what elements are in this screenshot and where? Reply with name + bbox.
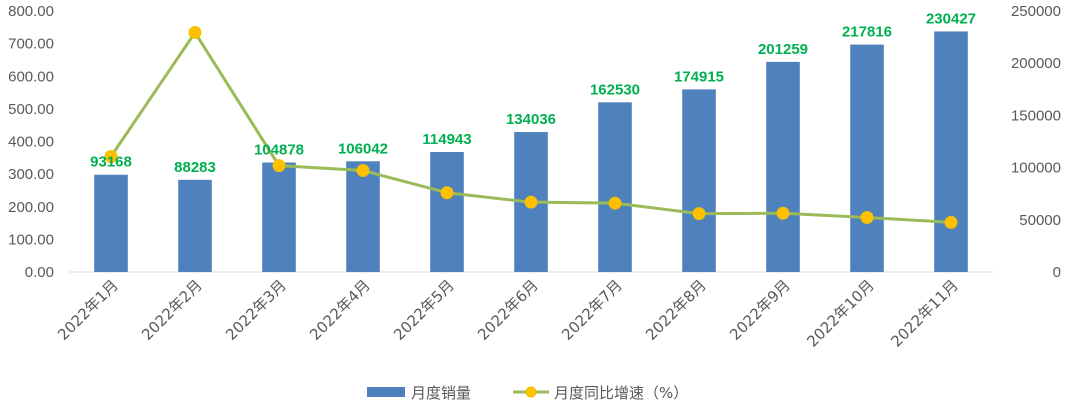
left-tick-label: 800.00 [8, 3, 54, 20]
left-tick-label: 400.00 [8, 134, 54, 151]
bar-data-label: 106042 [338, 140, 388, 157]
growth-point [776, 206, 790, 220]
right-tick-label: 100000 [1011, 160, 1061, 177]
bar-data-label: 201259 [758, 41, 808, 58]
bar-data-label: 93168 [90, 154, 132, 171]
growth-point [272, 159, 286, 173]
right-tick-label: 0 [1053, 264, 1061, 281]
growth-point [944, 215, 958, 229]
bar-data-label: 217816 [842, 24, 892, 41]
x-tick-label: 2022年7月 [558, 276, 626, 344]
growth-point [188, 26, 202, 40]
legend-bar-label: 月度销量 [411, 384, 471, 402]
bar-data-label: 88283 [174, 159, 216, 176]
bar [346, 161, 380, 272]
growth-point [860, 211, 874, 225]
x-tick-label: 2022年8月 [642, 276, 710, 344]
x-tick-label: 2022年9月 [726, 276, 794, 344]
bar [94, 174, 128, 272]
left-tick-label: 700.00 [8, 36, 54, 53]
left-tick-label: 300.00 [8, 166, 54, 183]
growth-point [692, 207, 706, 221]
right-tick-label: 150000 [1011, 107, 1061, 124]
left-tick-label: 200.00 [8, 199, 54, 216]
legend-line-label: 月度同比增速（%） [554, 384, 688, 402]
right-tick-label: 50000 [1019, 212, 1061, 229]
bar-data-label: 230427 [926, 10, 976, 27]
x-tick-label: 2022年11月 [887, 276, 961, 350]
line-series [104, 26, 958, 229]
bar-data-label: 134036 [506, 111, 556, 128]
growth-point [608, 196, 622, 210]
left-tick-label: 500.00 [8, 101, 54, 118]
left-axis: 0.00 100.00 200.00 300.00 400.00 500.00 600.00… [8, 3, 54, 281]
x-axis: 2022年1月 2022年2月 2022年3月 2022年4月 2022年5月 2022年… [54, 276, 962, 350]
bar [850, 44, 884, 272]
growth-point [356, 164, 370, 178]
bar-data-label: 162530 [590, 81, 640, 98]
legend: 月度销量 月度同比增速（%） [367, 384, 688, 402]
growth-point [524, 195, 538, 209]
left-tick-label: 0.00 [25, 264, 54, 281]
bar [430, 151, 464, 272]
x-tick-label: 2022年4月 [306, 276, 374, 344]
growth-point [104, 150, 118, 164]
growth-point [440, 186, 454, 200]
bar-series [94, 31, 968, 273]
right-tick-label: 200000 [1011, 55, 1061, 72]
bar [178, 179, 212, 272]
bar-data-label: 114943 [422, 131, 471, 148]
bar [766, 61, 800, 272]
x-tick-label: 2022年2月 [138, 276, 206, 344]
right-axis: 0 50000 100000 150000 200000 250000 [1011, 3, 1061, 281]
bar [682, 89, 716, 273]
bar-data-label: 104878 [254, 142, 304, 159]
bar [934, 31, 968, 273]
x-tick-label: 2022年3月 [222, 276, 290, 344]
x-tick-label: 2022年10月 [803, 276, 877, 350]
bar-data-label: 174915 [674, 68, 724, 85]
legend-line-marker [525, 386, 537, 398]
legend-bar-swatch [367, 387, 405, 397]
x-tick-label: 2022年1月 [54, 276, 122, 344]
left-tick-label: 100.00 [8, 231, 54, 248]
bar [598, 102, 632, 272]
x-tick-label: 2022年5月 [390, 276, 458, 344]
x-tick-label: 2022年6月 [474, 276, 542, 344]
left-tick-label: 600.00 [8, 68, 54, 85]
right-tick-label: 250000 [1011, 3, 1061, 20]
bar [262, 162, 296, 272]
bar-data-labels: 93168 88283 104878 106042 114943 134036 162530… [90, 10, 976, 175]
